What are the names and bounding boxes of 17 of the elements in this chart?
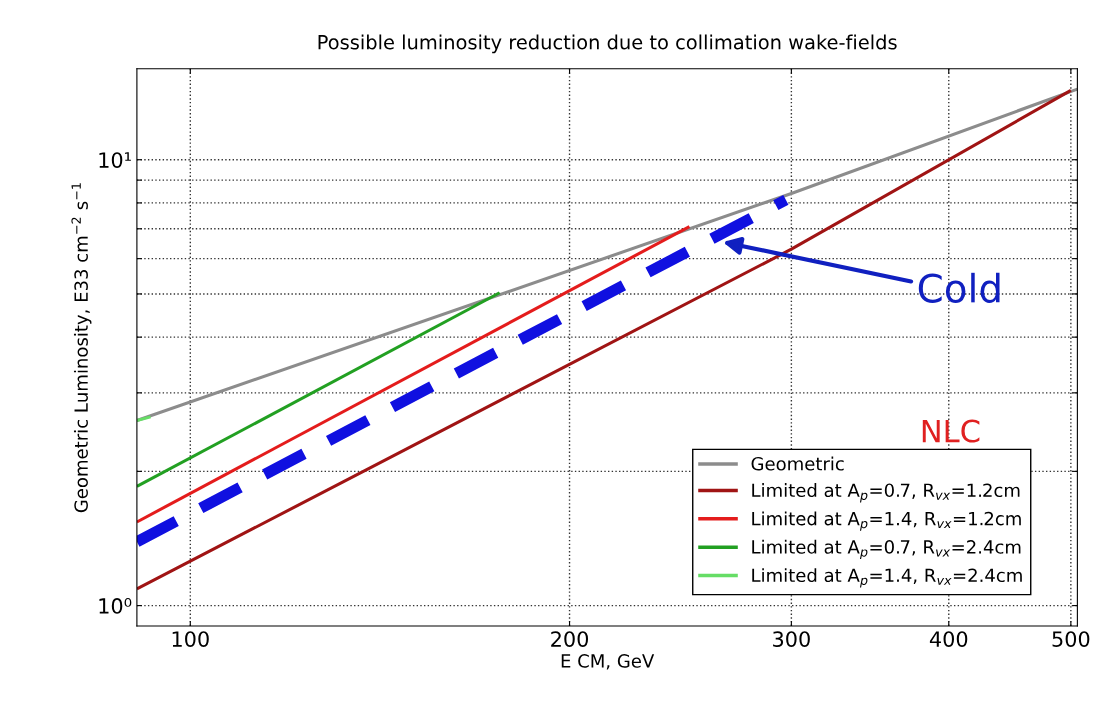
y-tick-label: 10⁰ (99, 598, 132, 614)
x-tick-label: 500 (1052, 631, 1090, 647)
chart-title: Possible luminosity reduction due to collimation wake-fields (318, 34, 897, 54)
legend-label: Limited at A$_{p}$=1.4, R$_{vx}$=2.4cm (752, 568, 1022, 588)
x-tick-label: 400 (929, 631, 968, 647)
annotation: NLC (922, 419, 980, 443)
x-tick-label: 100 (172, 631, 209, 647)
y-axis-title: Geometric Luminosity, E33 cm$^{−2}$ s$^{−1}$ (71, 183, 92, 513)
annotation: Cold (918, 272, 1000, 303)
x-axis-title: E CM, GeV (561, 654, 655, 670)
y-tick-label: 10¹ (99, 152, 131, 168)
legend-label: Limited at A$_{p}$=0.7, R$_{vx}$=1.2cm (752, 483, 1020, 503)
x-tick-label: 300 (773, 631, 810, 647)
legend-label: Limited at A$_{p}$=0.7, R$_{vx}$=2.4cm (752, 539, 1021, 560)
legend-label: Geometric (751, 456, 844, 471)
x-tick-label: 200 (551, 631, 589, 647)
legend-label: Limited at A$_{p}$=1.4, R$_{vx}$=1.2cm (752, 511, 1021, 531)
